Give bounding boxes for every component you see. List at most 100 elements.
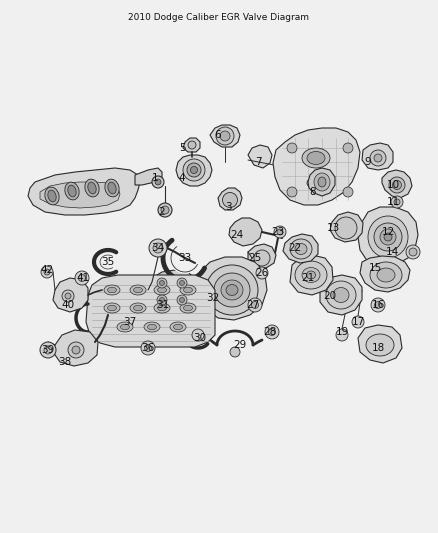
Circle shape <box>161 206 169 214</box>
Text: 9: 9 <box>365 157 371 167</box>
Text: 7: 7 <box>254 157 261 167</box>
Ellipse shape <box>104 303 120 313</box>
Text: 8: 8 <box>310 187 316 197</box>
Ellipse shape <box>148 324 156 330</box>
Circle shape <box>78 274 85 281</box>
Ellipse shape <box>144 322 160 332</box>
Text: 22: 22 <box>288 243 302 253</box>
Ellipse shape <box>223 192 237 207</box>
Circle shape <box>394 199 400 205</box>
Ellipse shape <box>307 151 325 165</box>
Circle shape <box>374 154 382 162</box>
Text: 5: 5 <box>179 143 185 153</box>
Ellipse shape <box>318 177 326 187</box>
Circle shape <box>157 295 167 305</box>
Circle shape <box>62 290 74 302</box>
Text: 23: 23 <box>272 227 285 237</box>
Circle shape <box>248 298 262 312</box>
Ellipse shape <box>302 148 330 168</box>
Circle shape <box>251 302 258 309</box>
Circle shape <box>254 250 270 266</box>
Polygon shape <box>176 155 212 186</box>
Polygon shape <box>229 218 262 246</box>
Ellipse shape <box>384 233 392 241</box>
Circle shape <box>192 329 204 341</box>
Text: 2010 Dodge Caliber EGR Valve Diagram: 2010 Dodge Caliber EGR Valve Diagram <box>128 13 310 22</box>
Text: 32: 32 <box>206 293 219 303</box>
Polygon shape <box>358 207 418 267</box>
Polygon shape <box>53 330 98 366</box>
Text: 31: 31 <box>156 300 170 310</box>
Circle shape <box>352 316 364 328</box>
Ellipse shape <box>392 181 402 190</box>
Ellipse shape <box>295 244 307 254</box>
Ellipse shape <box>173 324 183 330</box>
Polygon shape <box>28 168 140 215</box>
Circle shape <box>68 342 84 358</box>
Text: 41: 41 <box>76 273 90 283</box>
Text: 33: 33 <box>178 253 192 263</box>
Ellipse shape <box>184 287 192 293</box>
Ellipse shape <box>107 287 117 293</box>
Ellipse shape <box>191 166 198 174</box>
Ellipse shape <box>335 217 357 239</box>
Polygon shape <box>86 275 215 347</box>
Ellipse shape <box>65 182 79 200</box>
Ellipse shape <box>290 239 312 259</box>
Polygon shape <box>148 270 198 312</box>
Ellipse shape <box>130 303 146 313</box>
Ellipse shape <box>216 127 234 145</box>
Ellipse shape <box>45 187 59 205</box>
Ellipse shape <box>158 305 166 311</box>
Ellipse shape <box>307 271 315 279</box>
Text: 12: 12 <box>381 227 395 237</box>
Circle shape <box>256 267 268 279</box>
Text: 21: 21 <box>301 273 314 283</box>
Ellipse shape <box>104 285 120 295</box>
Text: 3: 3 <box>225 202 231 212</box>
Text: 37: 37 <box>124 317 137 327</box>
Ellipse shape <box>68 185 76 197</box>
Circle shape <box>149 239 167 257</box>
Text: 27: 27 <box>246 300 260 310</box>
Polygon shape <box>273 128 360 205</box>
Polygon shape <box>53 278 88 312</box>
Circle shape <box>145 344 152 351</box>
Circle shape <box>177 278 187 288</box>
Ellipse shape <box>226 285 238 295</box>
Ellipse shape <box>374 223 402 251</box>
Ellipse shape <box>107 305 117 311</box>
Ellipse shape <box>295 261 327 289</box>
Circle shape <box>343 143 353 153</box>
Circle shape <box>406 245 420 259</box>
Circle shape <box>180 297 184 303</box>
Circle shape <box>287 187 297 197</box>
Circle shape <box>44 269 50 275</box>
Text: 25: 25 <box>248 253 261 263</box>
Ellipse shape <box>377 268 395 282</box>
Polygon shape <box>360 256 410 292</box>
Text: 40: 40 <box>61 300 74 310</box>
Text: 19: 19 <box>336 327 349 337</box>
Ellipse shape <box>366 334 394 356</box>
Ellipse shape <box>154 303 170 313</box>
Circle shape <box>141 341 155 355</box>
Circle shape <box>370 150 386 166</box>
Polygon shape <box>248 145 272 168</box>
Ellipse shape <box>120 324 130 330</box>
Ellipse shape <box>187 163 201 177</box>
Polygon shape <box>320 275 362 315</box>
Text: 13: 13 <box>326 223 339 233</box>
Ellipse shape <box>158 287 166 293</box>
Ellipse shape <box>333 287 349 303</box>
Polygon shape <box>290 255 333 295</box>
Text: 4: 4 <box>179 173 185 183</box>
Polygon shape <box>330 212 363 242</box>
Polygon shape <box>358 325 402 363</box>
Circle shape <box>265 325 279 339</box>
Polygon shape <box>183 138 200 152</box>
Polygon shape <box>198 257 267 320</box>
Ellipse shape <box>221 280 243 300</box>
Ellipse shape <box>180 303 196 313</box>
Circle shape <box>343 187 353 197</box>
